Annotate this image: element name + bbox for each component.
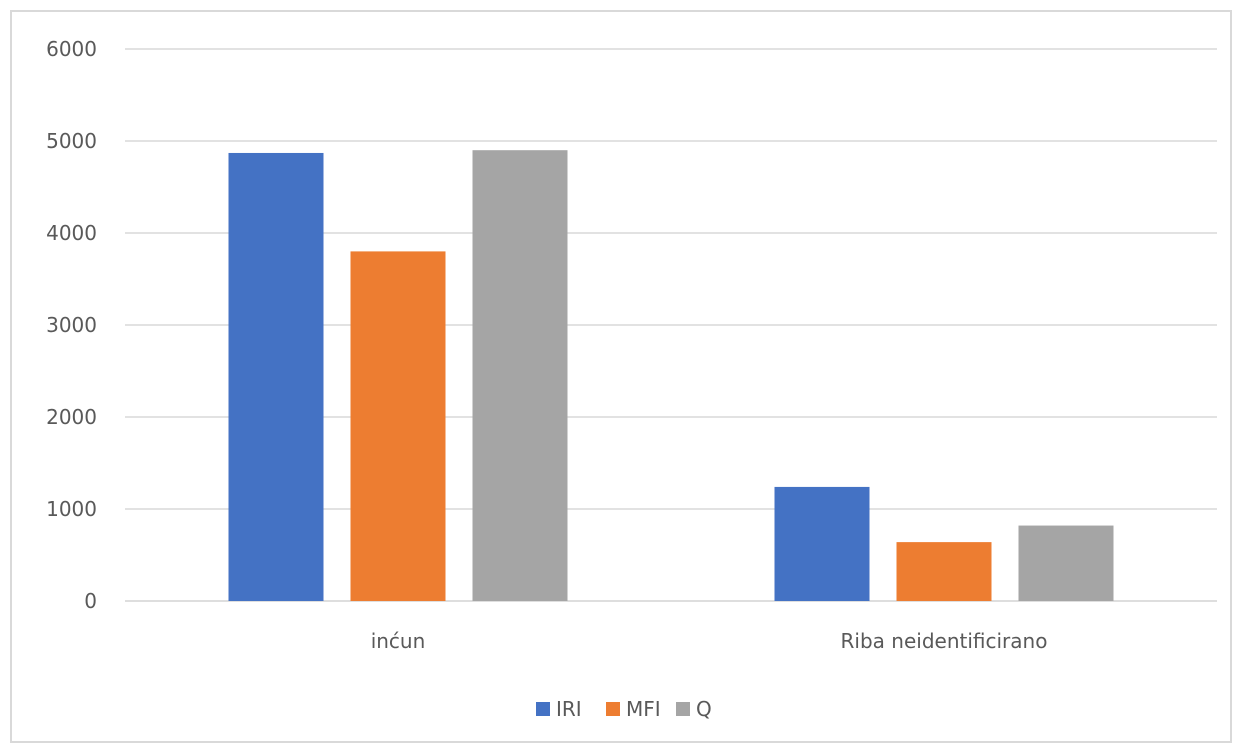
legend-label-q: Q (696, 697, 712, 721)
legend-swatch-iri (536, 702, 550, 716)
y-tick-label: 3000 (46, 313, 97, 337)
x-category-label: Riba neidentificirano (841, 629, 1048, 653)
legend-label-mfi: MFI (626, 697, 661, 721)
legend-label-iri: IRI (556, 697, 582, 721)
chart-frame (10, 10, 1232, 743)
y-tick-label: 6000 (46, 37, 97, 61)
bar-mfi-1 (896, 542, 992, 601)
y-tick-label: 1000 (46, 497, 97, 521)
y-tick-label: 2000 (46, 405, 97, 429)
bar-iri-0 (228, 152, 324, 601)
x-category-label: inćun (371, 629, 426, 653)
bar-iri-1 (774, 486, 870, 601)
y-axis-ticks: 0 1000 2000 3000 4000 5000 6000 (46, 37, 97, 613)
legend: IRI MFI Q (536, 697, 712, 721)
bars (228, 150, 1114, 601)
legend-swatch-mfi (606, 702, 620, 716)
legend-swatch-q (676, 702, 690, 716)
y-tick-label: 0 (84, 589, 97, 613)
bar-mfi-0 (350, 251, 446, 601)
y-tick-label: 4000 (46, 221, 97, 245)
bar-q-0 (472, 150, 568, 601)
x-axis-labels: inćun Riba neidentificirano (371, 629, 1048, 653)
bar-q-1 (1018, 525, 1114, 601)
y-tick-label: 5000 (46, 129, 97, 153)
